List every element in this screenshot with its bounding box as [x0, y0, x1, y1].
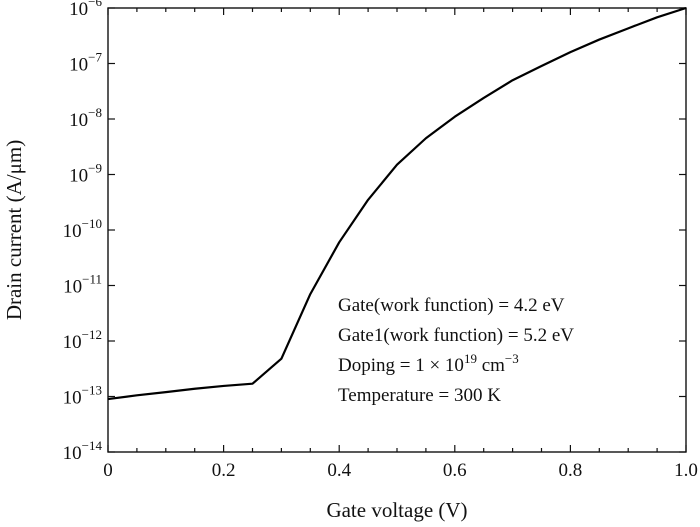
- annotation-layer: Gate(work function) = 4.2 eV Gate1(work f…: [338, 295, 574, 406]
- y-axis-title: Drain current (A/μm): [2, 140, 26, 320]
- y-tick-label: 10−8: [69, 105, 102, 131]
- x-tick-label: 0.6: [443, 460, 467, 481]
- y-tick-label: 10−11: [63, 272, 102, 298]
- x-tick-label: 0.8: [559, 460, 583, 481]
- annotation-line: Gate1(work function) = 5.2 eV: [338, 325, 574, 346]
- series-layer: [107, 6, 687, 401]
- y-tick-label: 10−6: [69, 0, 102, 20]
- annotation-line: Doping = 1 × 1019 cm−3: [338, 351, 519, 376]
- x-axis-title: Gate voltage (V): [326, 498, 467, 522]
- y-tick-label: 10−9: [69, 161, 102, 187]
- y-tick-label: 10−10: [63, 216, 102, 242]
- axes: 0 0.2 0.4 0.6 0.8 1.0 10−14 10−13 10−12 10−11 10−1…: [63, 0, 698, 481]
- x-tick-label: 0: [103, 460, 113, 481]
- x-tick-label: 1.0: [674, 460, 698, 481]
- x-tick-label: 0.4: [327, 460, 351, 481]
- y-tick-label: 10−13: [63, 383, 102, 409]
- y-tick-label: 10−12: [63, 327, 102, 353]
- series-line: [107, 6, 687, 401]
- annotation-line: Temperature = 300 K: [338, 385, 501, 406]
- x-tick-label: 0.2: [212, 460, 236, 481]
- annotation-line: Gate(work function) = 4.2 eV: [338, 295, 565, 316]
- y-tick-label: 10−14: [63, 438, 103, 464]
- y-tick-label: 10−7: [69, 50, 102, 76]
